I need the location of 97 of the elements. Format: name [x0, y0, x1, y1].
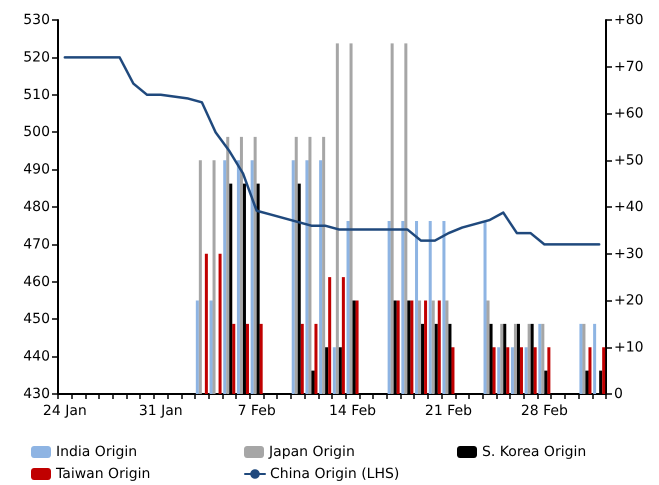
bar	[484, 221, 487, 394]
y-tick-label: 510	[23, 86, 50, 103]
bar	[342, 277, 345, 394]
bar	[254, 136, 257, 394]
bar	[500, 324, 504, 394]
bar	[260, 324, 263, 394]
bar	[445, 300, 448, 394]
y-tick-label: 490	[23, 162, 50, 178]
x-tick-label: 31 Jan	[138, 403, 183, 419]
y2-tick-label: +10	[614, 339, 644, 356]
y2-tick-label: +30	[614, 246, 644, 262]
bar	[428, 221, 432, 394]
bar	[410, 300, 414, 394]
bar	[336, 43, 339, 394]
bar	[204, 254, 208, 394]
y-tick-label: 530	[23, 12, 50, 28]
bar	[492, 347, 496, 394]
bar	[250, 160, 254, 394]
bar	[212, 160, 216, 394]
y2-tick-label: +40	[614, 199, 644, 215]
legend-label: India Origin	[56, 444, 138, 460]
bar	[438, 300, 441, 394]
bar	[486, 300, 490, 394]
bar	[246, 324, 249, 394]
y2-tick-label: +70	[614, 58, 644, 75]
bar	[396, 300, 400, 394]
y-tick-label: 520	[23, 49, 50, 66]
bar	[218, 254, 222, 394]
x-tick-label: 28 Feb	[520, 403, 568, 419]
bar	[510, 347, 514, 394]
bar	[292, 160, 295, 394]
bar	[418, 300, 422, 394]
bar	[388, 221, 391, 394]
bar	[232, 324, 236, 394]
bar	[538, 324, 542, 394]
bar	[432, 300, 435, 394]
bar	[588, 347, 592, 394]
bar	[514, 324, 517, 394]
y2-tick-label: +50	[614, 152, 644, 168]
bar	[319, 160, 322, 394]
bar	[424, 300, 428, 394]
bar	[210, 300, 213, 394]
x-tick-label: 7 Feb	[238, 403, 276, 419]
y2-tick-label: +20	[614, 292, 644, 308]
bar	[236, 160, 240, 394]
y-tick-label: 470	[23, 236, 50, 252]
bar	[520, 347, 523, 394]
bar	[593, 324, 596, 394]
bar	[390, 43, 394, 394]
bar	[328, 277, 332, 394]
x-tick-label: 24 Jan	[42, 403, 87, 419]
y-tick-label: 500	[23, 124, 50, 140]
y-tick-label: 430	[23, 386, 50, 402]
x-tick-label: 21 Feb	[424, 403, 472, 419]
bar	[404, 43, 408, 394]
bar	[506, 347, 510, 394]
legend-label: S. Korea Origin	[482, 444, 586, 460]
bar	[332, 347, 336, 394]
bar	[528, 324, 531, 394]
bar	[524, 347, 528, 394]
bar	[322, 136, 326, 394]
bar	[346, 221, 350, 394]
bar	[314, 324, 318, 394]
y-tick-label: 440	[23, 348, 50, 365]
bar	[451, 347, 454, 394]
bar	[547, 347, 550, 394]
bar	[534, 347, 537, 394]
bar	[582, 324, 586, 394]
bar	[223, 160, 226, 394]
bar	[226, 136, 230, 394]
bar	[198, 160, 202, 394]
bar	[497, 347, 500, 394]
bar	[305, 160, 308, 394]
y-tick-label: 450	[23, 311, 50, 328]
bar	[442, 221, 446, 394]
y2-tick-label: +80	[614, 12, 644, 28]
bar	[579, 324, 582, 394]
bar	[401, 221, 404, 394]
x-tick-label: 14 Feb	[329, 403, 376, 419]
legend-label: China Origin (LHS)	[270, 466, 400, 482]
bar	[602, 347, 606, 394]
line-series	[64, 56, 600, 246]
bar	[350, 43, 353, 394]
bar	[541, 324, 544, 394]
y2-tick-label: +60	[614, 106, 644, 122]
bar	[308, 136, 312, 394]
bar	[356, 300, 359, 394]
bar	[294, 136, 298, 394]
bar	[240, 136, 243, 394]
bar	[415, 221, 418, 394]
y2-tick-label: 0	[614, 386, 623, 402]
legend-label: Taiwan Origin	[55, 466, 150, 482]
legend-label: Japan Origin	[268, 444, 355, 460]
y-tick-label: 480	[23, 199, 50, 215]
y-tick-label: 460	[23, 274, 50, 290]
bar	[300, 324, 304, 394]
bar	[196, 300, 199, 394]
